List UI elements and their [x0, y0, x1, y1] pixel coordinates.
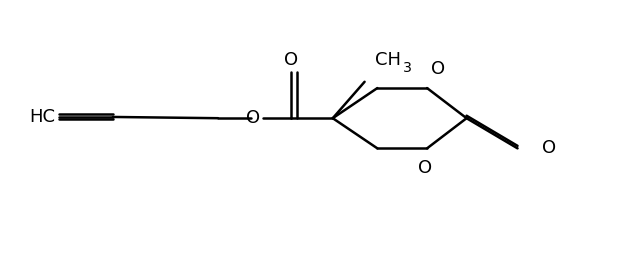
Text: CH: CH [376, 51, 401, 69]
Text: O: O [418, 159, 432, 177]
Text: 3: 3 [403, 61, 412, 75]
Text: O: O [431, 60, 445, 78]
Text: O: O [542, 139, 556, 157]
Text: HC: HC [29, 108, 56, 126]
Text: O: O [284, 51, 298, 69]
Text: O: O [246, 109, 260, 127]
